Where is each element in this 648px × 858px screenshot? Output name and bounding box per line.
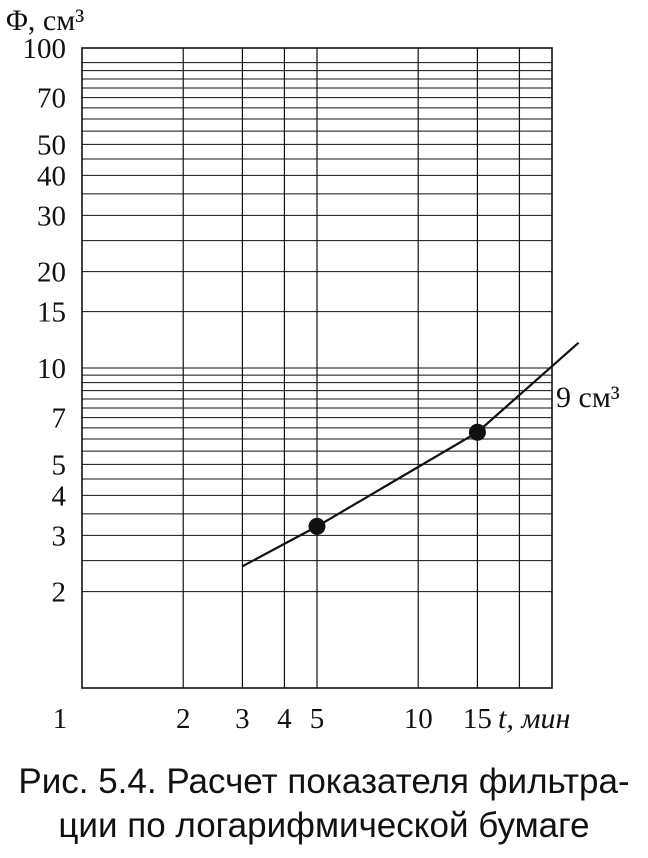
y-tick-label: 5 bbox=[52, 449, 67, 481]
x-tick-label: 3 bbox=[235, 703, 250, 735]
x-tick-label: 1 bbox=[53, 703, 68, 735]
x-tick-label: 10 bbox=[404, 703, 433, 735]
y-tick-label: 4 bbox=[52, 480, 67, 512]
figure-caption: Рис. 5.4. Расчет показателя фильтра- ции… bbox=[0, 760, 648, 848]
x-tick-label: 15 bbox=[463, 703, 492, 735]
series-line bbox=[241, 341, 580, 568]
caption-line-2: ции по логарифмической бумаге bbox=[58, 806, 590, 845]
y-tick-label: 50 bbox=[37, 129, 66, 161]
y-tick-label: 100 bbox=[23, 33, 67, 65]
y-tick-label: 30 bbox=[37, 200, 66, 232]
y-axis-title: Φ, см³ bbox=[6, 4, 84, 37]
x-tick-label: 5 bbox=[310, 703, 325, 735]
y-tick-label: 40 bbox=[37, 160, 66, 192]
y-tick-label: 2 bbox=[52, 577, 67, 609]
series-layer bbox=[241, 341, 580, 568]
data-point bbox=[468, 423, 486, 441]
y-tick-label: 15 bbox=[37, 297, 66, 329]
caption-line-1: Рис. 5.4. Расчет показателя фильтра- bbox=[18, 762, 630, 801]
y-tick-label: 70 bbox=[37, 83, 66, 115]
annotation-label: 9 см³ bbox=[556, 381, 620, 414]
x-tick-label: 4 bbox=[277, 703, 292, 735]
x-tick-label: 2 bbox=[176, 703, 191, 735]
data-point bbox=[308, 517, 326, 535]
y-tick-label: 7 bbox=[52, 403, 67, 435]
x-axis-title: t, мин bbox=[498, 702, 570, 735]
grid bbox=[81, 47, 553, 689]
y-tick-label: 3 bbox=[52, 520, 67, 552]
y-tick-label: 10 bbox=[37, 353, 66, 385]
y-tick-label: 20 bbox=[37, 257, 66, 289]
